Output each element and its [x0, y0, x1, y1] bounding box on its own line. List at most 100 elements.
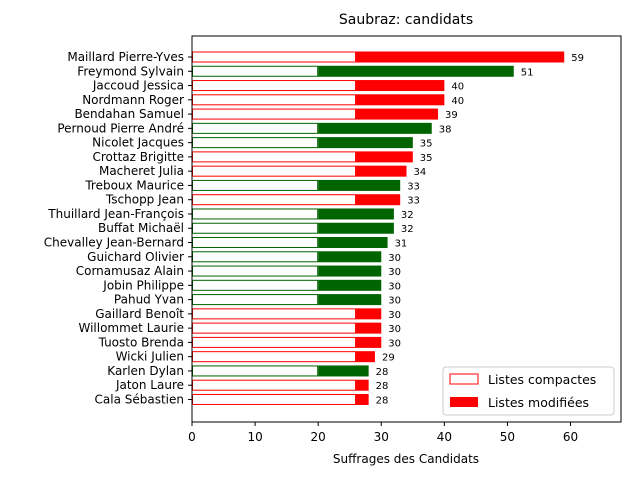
bar-compact [192, 151, 357, 163]
bar-modified [356, 80, 445, 92]
candidate-label: Thuillard Jean-François [47, 207, 184, 221]
bar-modified [356, 151, 413, 163]
candidate-label: Chevalley Jean-Bernard [44, 236, 184, 250]
bar-compact [192, 279, 319, 291]
bar-compact [192, 165, 357, 177]
value-label: 35 [420, 153, 433, 164]
bar-modified [356, 165, 407, 177]
candidate-label: Crottaz Brigitte [92, 150, 184, 164]
candidate-label: Cala Sébastien [95, 392, 184, 406]
value-label: 33 [407, 181, 420, 192]
candidate-label: Jaccoud Jessica [92, 79, 184, 93]
bar-compact [192, 379, 357, 391]
bar-modified [356, 322, 382, 334]
value-label: 40 [451, 96, 464, 107]
bar-modified [356, 351, 375, 363]
candidate-label: Gaillard Benoît [95, 307, 184, 321]
candidate-label: Karlen Dylan [107, 364, 184, 378]
legend-box [442, 366, 615, 416]
bar-modified [318, 65, 514, 77]
value-label: 33 [407, 196, 420, 207]
bar-modified [356, 379, 369, 391]
value-label: 30 [388, 296, 401, 307]
bar-compact [192, 308, 357, 320]
value-label: 30 [388, 310, 401, 321]
x-tick-label: 30 [374, 430, 389, 444]
candidate-label: Cornamusaz Alain [76, 264, 184, 278]
candidate-label: Willommet Laurie [78, 321, 184, 335]
bar-modified [318, 208, 394, 220]
value-label: 38 [439, 124, 452, 135]
candidate-label: Tuosto Brenda [98, 335, 184, 349]
candidate-label: Pernoud Pierre André [57, 121, 184, 135]
candidate-label: Nordmann Roger [82, 93, 184, 107]
legend-label-compact: Listes compactes [488, 372, 596, 387]
candidate-label: Treboux Maurice [84, 178, 184, 192]
candidate-label: Buffat Michaël [98, 221, 184, 235]
bar-compact [192, 222, 319, 234]
x-tick-label: 60 [563, 430, 578, 444]
bar-compact [192, 322, 357, 334]
bar-modified [318, 279, 382, 291]
legend-swatch-modified [450, 397, 478, 407]
bar-modified [318, 137, 413, 149]
bar-compact [192, 393, 357, 405]
candidate-label: Pahud Yvan [114, 293, 184, 307]
bar-compact [192, 294, 319, 306]
candidate-label: Macheret Julia [99, 164, 184, 178]
legend: Listes compactes Listes modifiées [442, 366, 615, 416]
value-label: 30 [388, 324, 401, 335]
bar-modified [356, 308, 382, 320]
value-label: 34 [414, 167, 427, 178]
x-axis: 0 10 20 30 40 50 60 [188, 422, 578, 444]
bar-compact [192, 94, 357, 106]
value-label: 51 [521, 67, 534, 78]
bar-modified [318, 365, 369, 377]
value-label: 29 [382, 353, 395, 364]
candidate-label: Wicki Julien [116, 350, 184, 364]
candidate-label: Tschopp Jean [105, 193, 184, 207]
value-label: 30 [388, 253, 401, 264]
value-label: 30 [388, 267, 401, 278]
legend-swatch-compact [449, 373, 479, 385]
bar-modified [318, 237, 388, 249]
value-label: 35 [420, 139, 433, 150]
bar-modified [318, 179, 401, 191]
candidate-label: Freymond Sylvain [77, 64, 184, 78]
bar-compact [192, 251, 319, 263]
bar-modified [356, 108, 439, 120]
bar-compact [192, 80, 357, 92]
x-tick-label: 10 [247, 430, 262, 444]
bar-compact [192, 108, 357, 120]
bar-compact [192, 265, 319, 277]
candidate-label: Jaton Laure [115, 378, 184, 392]
x-tick-label: 40 [437, 430, 452, 444]
bar-modified [318, 222, 394, 234]
candidate-label: Jobin Philippe [102, 278, 184, 292]
value-label: 30 [388, 338, 401, 349]
candidate-label: Maillard Pierre-Yves [67, 50, 184, 64]
bar-compact [192, 137, 319, 149]
value-label: 39 [445, 110, 458, 121]
value-label: 32 [401, 224, 414, 235]
bar-modified [356, 336, 382, 348]
value-label: 28 [376, 367, 389, 378]
value-label: 28 [376, 381, 389, 392]
bar-compact [192, 122, 319, 134]
bar-modified [318, 265, 382, 277]
candidate-label: Bendahan Samuel [74, 107, 184, 121]
x-axis-label: Suffrages des Candidats [333, 452, 479, 466]
value-labels-group: 59 51 40 40 39 38 35 35 34 33 33 32 32 31 30 30 30 30 30 30… [376, 53, 584, 406]
bar-modified [318, 294, 382, 306]
bar-modified [356, 393, 369, 405]
value-label: 30 [388, 281, 401, 292]
bar-compact [192, 65, 319, 77]
bar-compact [192, 194, 357, 206]
bar-modified [356, 51, 565, 63]
bar-compact [192, 351, 357, 363]
bar-compact [192, 237, 319, 249]
bar-compact [192, 336, 357, 348]
bar-compact [192, 365, 319, 377]
